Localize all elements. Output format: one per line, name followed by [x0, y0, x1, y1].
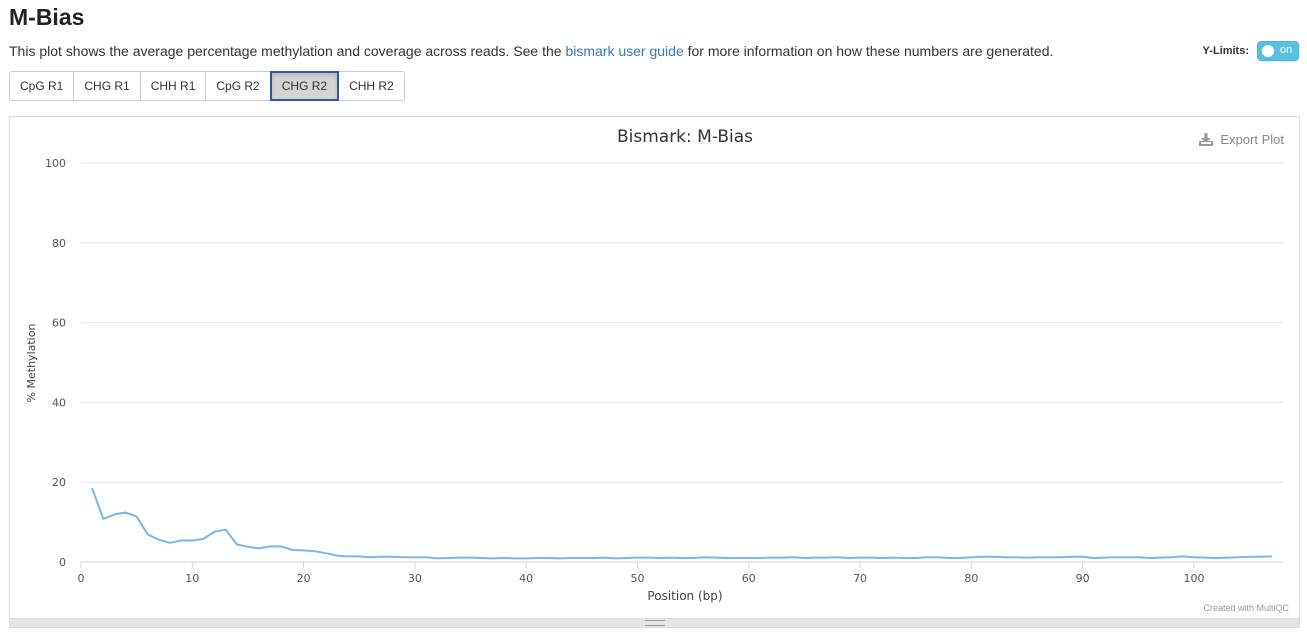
x-tick-label: 70: [853, 572, 867, 585]
x-tick-label: 100: [1183, 572, 1204, 585]
page-title: M-Bias: [9, 4, 85, 30]
y-tick-label: 0: [59, 556, 66, 569]
x-tick-label: 40: [519, 572, 533, 585]
series-line[interactable]: [91, 487, 1272, 560]
resize-handle[interactable]: [9, 618, 1300, 628]
x-tick-label: 10: [185, 572, 199, 585]
y-tick-label: 80: [52, 237, 66, 250]
x-tick-label: 90: [1076, 572, 1090, 585]
tab-cpg-r2[interactable]: CpG R2: [205, 71, 271, 101]
tab-chg-r2[interactable]: CHG R2: [269, 71, 340, 101]
x-axis-label: Position (bp): [647, 589, 722, 603]
m-bias-chart: 0 20 40 60 80 100 0 10 20 30 40 50 60 70 80 90 100 Bisma…: [25, 127, 1283, 603]
context-tab-group: CpG R1 CHG R1 CHH R1 CpG R2 CHG R2 CHH R…: [9, 71, 405, 101]
tab-chh-r2[interactable]: CHH R2: [338, 71, 405, 101]
tab-chh-r1[interactable]: CHH R1: [139, 71, 207, 101]
plot-container: 0 20 40 60 80 100 0 10 20 30 40 50 60 70 80 90 100 Bisma…: [9, 116, 1300, 619]
bismark-user-guide-link[interactable]: bismark user guide: [565, 43, 684, 59]
export-plot-button[interactable]: Export Plot: [1198, 132, 1284, 147]
y-limits-label: Y-Limits:: [1202, 45, 1249, 57]
x-tick-label: 80: [964, 572, 978, 585]
description-text-after: for more information on how these number…: [683, 43, 1054, 59]
y-tick-label: 100: [45, 157, 66, 170]
x-tick-label: 0: [78, 572, 85, 585]
y-tick-label: 40: [52, 396, 66, 409]
toggle-state: on: [1280, 44, 1293, 56]
x-tick-label: 20: [297, 572, 311, 585]
plot-description: This plot shows the average percentage m…: [9, 43, 1053, 59]
y-axis-label: % Methylation: [25, 324, 38, 403]
chart-title: Bismark: M-Bias: [617, 127, 753, 147]
tab-chg-r1[interactable]: CHG R1: [73, 71, 141, 101]
download-icon: [1199, 133, 1214, 146]
x-tick-label: 50: [630, 572, 644, 585]
y-tick-label: 60: [52, 317, 66, 330]
toggle-knob: [1262, 45, 1274, 57]
x-tick-label: 60: [742, 572, 756, 585]
y-limits-control: Y-Limits: on: [1203, 41, 1299, 61]
grip-icon: [644, 620, 665, 626]
export-plot-label: Export Plot: [1220, 132, 1284, 147]
description-text-before: This plot shows the average percentage m…: [9, 43, 566, 59]
x-tick-label: 30: [408, 572, 422, 585]
y-tick-label: 20: [52, 476, 66, 489]
multiqc-credits: Created with MultiQC: [1203, 603, 1289, 613]
y-limits-toggle[interactable]: on: [1257, 41, 1299, 61]
tab-cpg-r1[interactable]: CpG R1: [9, 71, 75, 101]
